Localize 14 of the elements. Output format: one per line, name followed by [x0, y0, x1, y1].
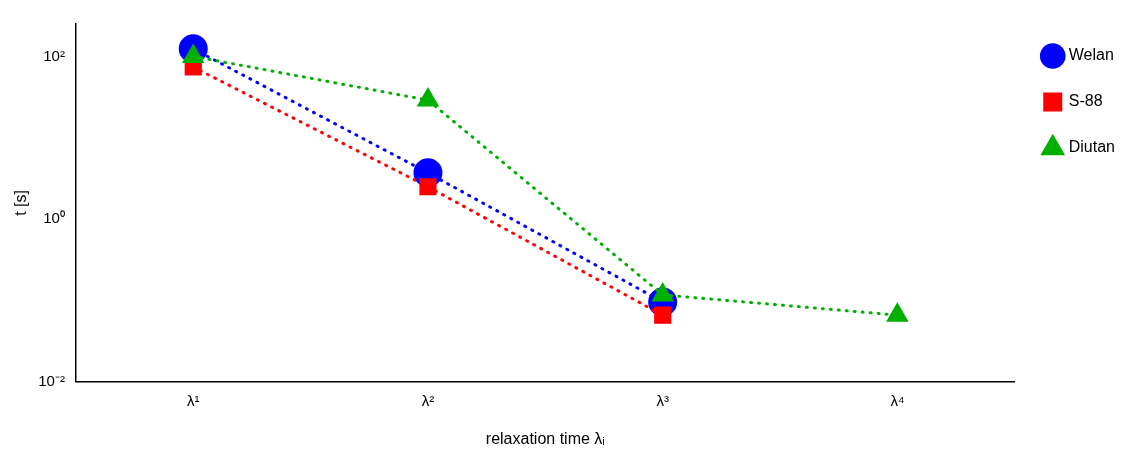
x-tick-label: λ¹ — [186, 391, 200, 409]
x-tick-label: λ³ — [656, 391, 669, 409]
x-axis-title: relaxation time λᵢ — [485, 429, 605, 447]
y-tick-label: 10² — [43, 46, 65, 64]
y-axis-title: t [s] — [12, 190, 30, 216]
legend-label: S-88 — [1068, 92, 1103, 110]
y-tick-label: 10⁻² — [38, 371, 65, 389]
legend-label: Welan — [1068, 46, 1114, 64]
point — [419, 178, 437, 196]
x-tick-label: λ² — [421, 391, 435, 409]
legend-label: Diutan — [1068, 138, 1115, 156]
point — [654, 306, 672, 324]
y-tick-label: 10⁰ — [43, 209, 65, 227]
x-tick-label: λ⁴ — [890, 391, 905, 409]
